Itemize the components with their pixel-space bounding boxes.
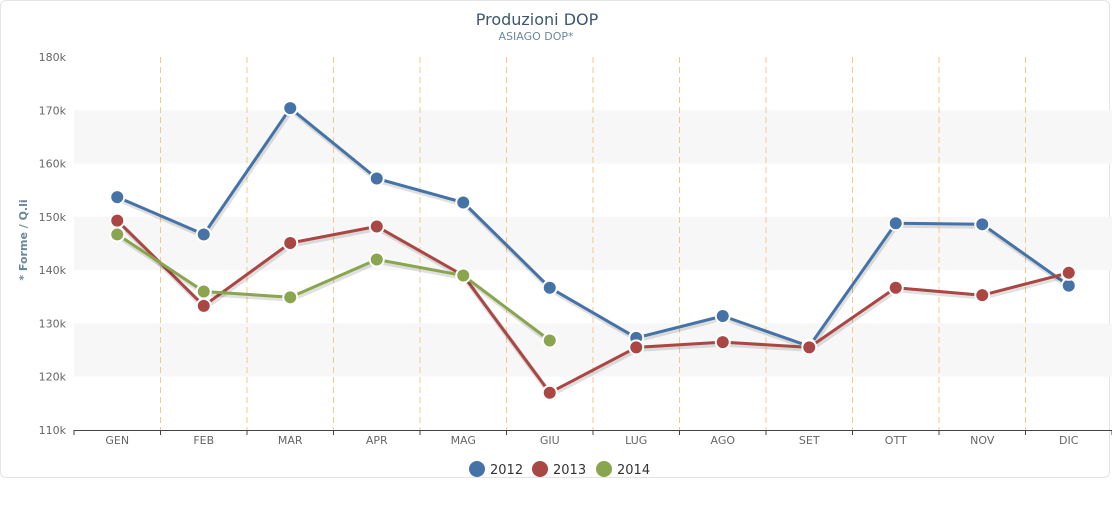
data-point[interactable] xyxy=(455,267,472,284)
legend-marker xyxy=(532,461,548,477)
legend-marker xyxy=(469,461,485,477)
y-tick-label: 170k xyxy=(39,104,67,117)
legend-item-2013[interactable]: 2013 xyxy=(532,461,586,478)
data-point[interactable] xyxy=(455,194,472,211)
data-point[interactable] xyxy=(714,334,731,351)
data-point[interactable] xyxy=(801,339,818,356)
legend-label: 2012 xyxy=(490,463,523,478)
data-point[interactable] xyxy=(628,339,645,356)
y-tick-label: 180k xyxy=(39,51,67,64)
y-axis-label: * Forme / Q.li xyxy=(17,199,30,280)
data-point[interactable] xyxy=(974,287,991,304)
data-point[interactable] xyxy=(541,279,558,296)
x-tick-label: OTT xyxy=(885,434,907,447)
legend-label: 2013 xyxy=(553,463,586,478)
x-tick-label: MAR xyxy=(278,434,303,447)
series-line xyxy=(116,233,551,342)
y-tick-label: 120k xyxy=(39,371,67,384)
series-line xyxy=(116,219,1070,395)
data-point[interactable] xyxy=(368,218,385,235)
legend-label: 2014 xyxy=(617,463,650,478)
vertical-gridlines xyxy=(160,57,1026,430)
legend-marker xyxy=(596,461,612,477)
x-tick-label: GEN xyxy=(105,434,129,447)
data-point[interactable] xyxy=(109,226,126,243)
x-tick-label: APR xyxy=(366,434,388,447)
data-point[interactable] xyxy=(109,189,126,206)
series-2012 xyxy=(109,100,1077,355)
data-point[interactable] xyxy=(282,289,299,306)
x-tick-label: LUG xyxy=(625,434,647,447)
y-axis: 110k 120k 130k 140k 150k 160k 170k 180k xyxy=(39,51,67,437)
legend: 2012 2013 2014 xyxy=(469,461,650,478)
data-point[interactable] xyxy=(541,332,558,349)
x-tick-label: NOV xyxy=(970,434,995,447)
data-point[interactable] xyxy=(368,170,385,187)
data-point[interactable] xyxy=(195,297,212,314)
x-tick-label: SET xyxy=(799,434,820,447)
y-tick-label: 110k xyxy=(39,424,67,437)
y-tick-label: 150k xyxy=(39,211,67,224)
chart-subtitle: ASIAGO DOP* xyxy=(498,30,574,43)
data-point[interactable] xyxy=(887,279,904,296)
data-point[interactable] xyxy=(282,100,299,117)
y-tick-label: 160k xyxy=(39,158,67,171)
y-tick-label: 140k xyxy=(39,264,67,277)
chart-title: Produzioni DOP xyxy=(476,10,599,29)
x-tick-label: MAG xyxy=(451,434,476,447)
series-layer xyxy=(109,100,1077,401)
series-line xyxy=(116,106,1070,348)
y-tick-label: 130k xyxy=(39,317,67,330)
data-point[interactable] xyxy=(368,251,385,268)
data-point[interactable] xyxy=(887,215,904,232)
series-line-shadow xyxy=(116,220,1071,398)
data-point[interactable] xyxy=(974,216,991,233)
legend-item-2014[interactable]: 2014 xyxy=(596,461,650,478)
series-2014 xyxy=(109,226,558,349)
legend-item-2012[interactable]: 2012 xyxy=(469,461,523,478)
data-point[interactable] xyxy=(109,212,126,229)
data-point[interactable] xyxy=(714,307,731,324)
x-tick-label: GIU xyxy=(540,434,560,447)
data-point[interactable] xyxy=(1060,264,1077,281)
x-tick-label: DIC xyxy=(1059,434,1079,447)
data-point[interactable] xyxy=(195,283,212,300)
data-point[interactable] xyxy=(195,226,212,243)
x-axis: GEN FEB MAR APR MAG GIU LUG AGO SET OTT NOV DIC xyxy=(73,430,1112,447)
x-tick-label: AGO xyxy=(710,434,735,447)
x-tick-label: FEB xyxy=(193,434,214,447)
data-point[interactable] xyxy=(541,384,558,401)
data-point[interactable] xyxy=(282,234,299,251)
